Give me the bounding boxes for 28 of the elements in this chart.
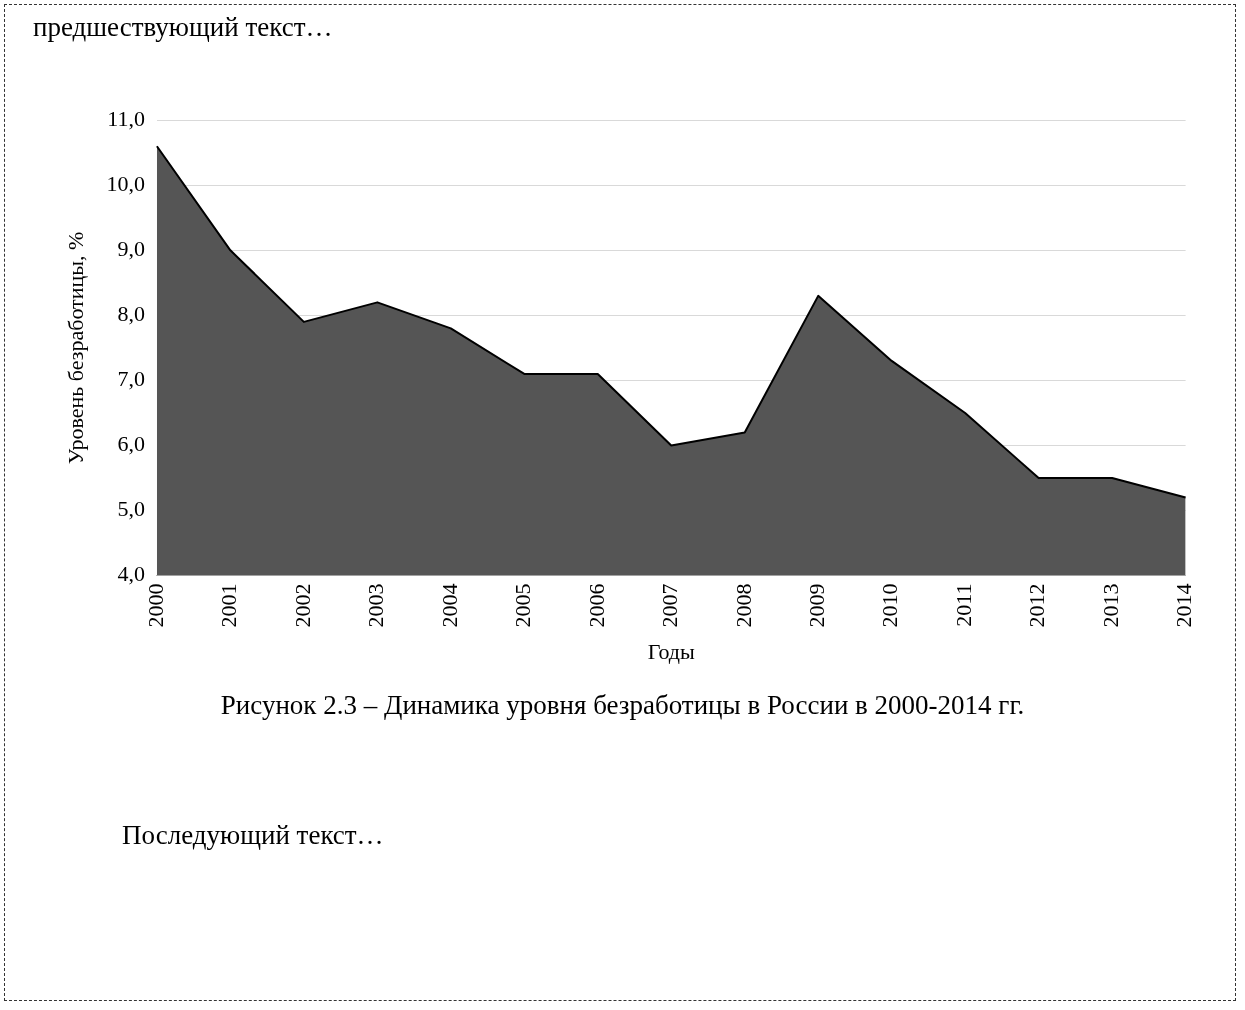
y-tick-label: 5,0 [117, 496, 145, 522]
text: предшествующий текст… [33, 12, 333, 43]
y-tick-label: 8,0 [117, 301, 145, 327]
text: Рисунок 2.3 – Динамика уровня безработицы в России в 2000-2014 гг. [219, 690, 1026, 721]
x-tick-label: 2001 [216, 583, 242, 628]
text: Последующий текст… [122, 820, 384, 851]
x-tick-label: 2003 [363, 583, 389, 628]
x-tick-label: 2009 [803, 583, 829, 628]
y-tick-label: 10,0 [106, 171, 145, 197]
y-tick-label: 4,0 [117, 561, 145, 587]
x-tick-label: 2013 [1097, 583, 1123, 628]
x-tick-label: 2004 [436, 583, 462, 628]
x-tick-label: 2011 [950, 583, 976, 627]
x-tick-label: 2008 [730, 583, 756, 628]
y-axis-title: Уровень безработицы, % [62, 231, 88, 465]
x-tick-label: 2010 [877, 583, 903, 628]
x-tick-label: 2014 [1171, 583, 1197, 628]
y-tick-label: 11,0 [107, 105, 145, 131]
x-tick-label: 2002 [289, 583, 315, 628]
x-tick-label: 2005 [510, 583, 536, 628]
x-tick-label: 2007 [657, 583, 683, 628]
y-tick-label: 6,0 [117, 431, 145, 457]
x-tick-label: 2012 [1024, 583, 1050, 628]
x-axis-title: Годы [647, 638, 696, 664]
x-tick-label: 2006 [583, 583, 609, 628]
x-tick-label: 2000 [142, 583, 168, 628]
y-tick-label: 9,0 [117, 236, 145, 262]
y-tick-label: 7,0 [117, 366, 145, 392]
